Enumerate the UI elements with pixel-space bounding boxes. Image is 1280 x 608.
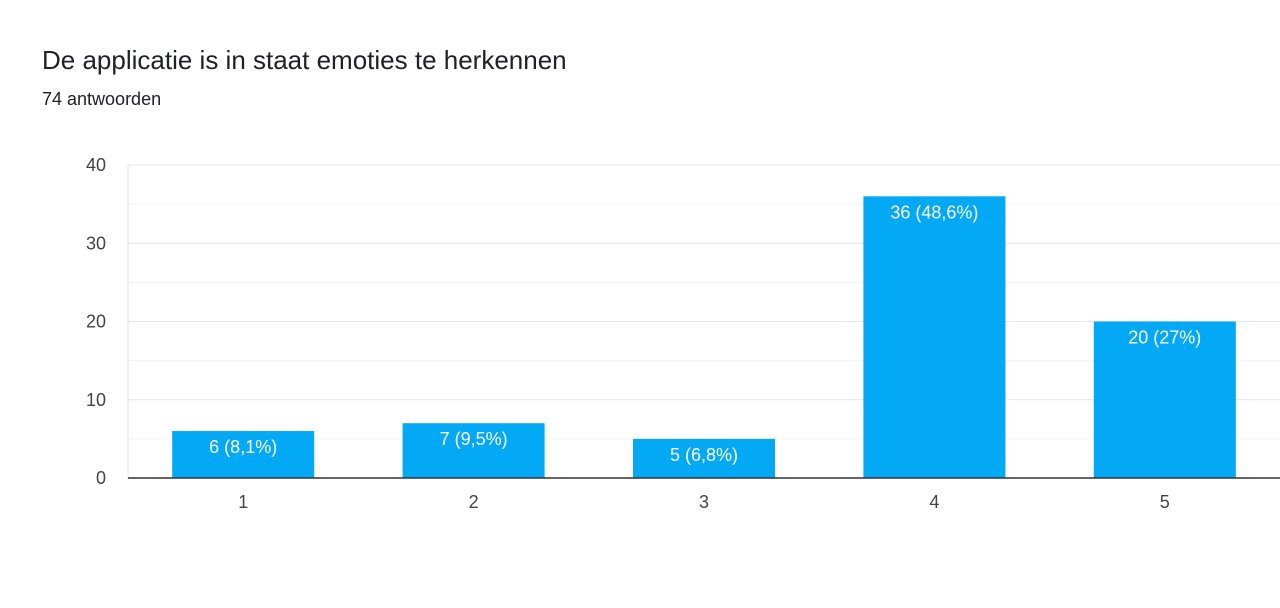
y-tick-label: 20 (86, 312, 106, 332)
bar (633, 438, 775, 478)
bar-data-label: 5 (6,8%) (670, 445, 738, 465)
y-tick-label: 10 (86, 390, 106, 410)
x-tick-label: 2 (469, 492, 479, 512)
bar-data-label: 6 (8,1%) (209, 437, 277, 457)
bar (1093, 321, 1236, 478)
bar (402, 423, 545, 478)
bar (172, 431, 315, 478)
y-tick-label: 30 (86, 233, 106, 253)
bar-data-label: 36 (48,6%) (890, 202, 978, 222)
response-count: 74 antwoorden (42, 89, 162, 109)
y-tick-label: 0 (96, 468, 106, 488)
x-tick-label: 3 (699, 492, 709, 512)
bar-data-label: 7 (9,5%) (440, 429, 508, 449)
x-tick-label: 5 (1160, 492, 1170, 512)
y-tick-label: 40 (86, 155, 106, 175)
chart-title: De applicatie is in staat emoties te her… (42, 45, 567, 75)
x-tick-label: 1 (238, 492, 248, 512)
bar-data-label: 20 (27%) (1128, 328, 1201, 348)
bar (863, 196, 1006, 479)
x-tick-label: 4 (929, 492, 939, 512)
